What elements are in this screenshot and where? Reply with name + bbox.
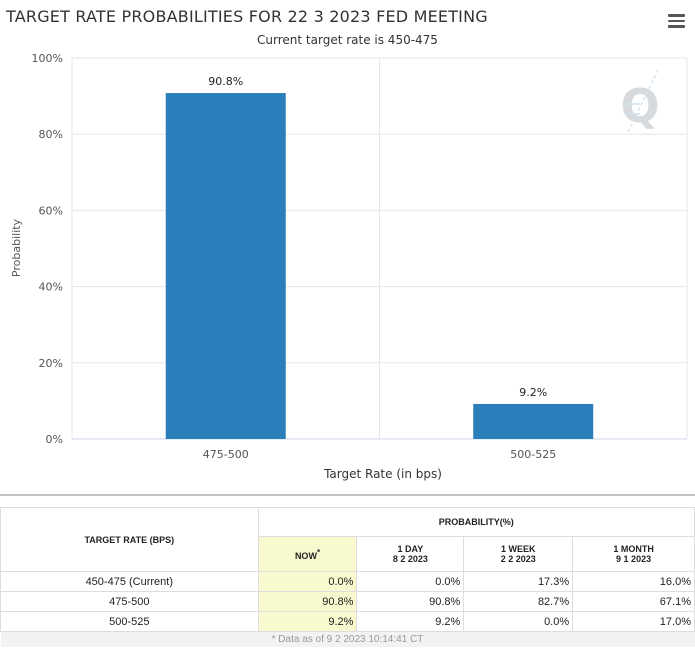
watermark-logo-icon: Q: [620, 69, 660, 133]
header-target-rate: TARGET RATE (BPS): [0, 507, 259, 572]
row-probability-cell: 9.2%: [257, 611, 358, 632]
table-header-row: TARGET RATE (BPS) PROBABILITY(%): [0, 507, 695, 572]
row-probability-cell: 82.7%: [463, 591, 574, 612]
row-probability-cell: 16.0%: [572, 571, 695, 592]
bar-chart: 0% 20% 40% 60% 80% 100% 475-500 500-525 90.8% 9.…: [10, 52, 688, 481]
x-tick-label: 475-500: [203, 448, 249, 461]
table-row: 475-500 90.8% 90.8% 82.7% 67.1%: [0, 591, 695, 612]
y-tick-label: 60%: [39, 204, 63, 217]
table-row: 450-475 (Current) 0.0% 0.0% 17.3% 16.0%: [0, 571, 695, 592]
subheader-now: NOW*: [257, 536, 358, 572]
row-probability-cell: 90.8%: [356, 591, 465, 612]
bar-475-500[interactable]: [165, 93, 286, 439]
row-probability-cell: 90.8%: [257, 591, 358, 612]
subheader-date: 2 2 2023: [500, 554, 536, 564]
y-tick-label: 0%: [46, 433, 63, 446]
row-probability-cell: 9.2%: [356, 611, 465, 632]
subheader-label: 1 MONTH: [613, 544, 654, 554]
asterisk-marker: *: [316, 547, 321, 557]
row-probability-cell: 0.0%: [463, 611, 574, 632]
subheader-col-1: 1 DAY 8 2 2023: [356, 536, 465, 572]
svg-text:Q: Q: [620, 79, 659, 133]
chart-title: TARGET RATE PROBABILITIES FOR 22 3 2023 …: [6, 7, 488, 26]
subheader-col-3: 1 MONTH 9 1 2023: [572, 536, 695, 572]
table-row: 500-525 9.2% 9.2% 0.0% 17.0%: [0, 611, 695, 632]
subheader-label: NOW: [294, 550, 317, 561]
y-tick-label: 20%: [39, 357, 63, 370]
y-tick-label: 100%: [32, 52, 63, 65]
y-tick-label: 80%: [39, 128, 63, 141]
subheader-date: 8 2 2023: [392, 554, 428, 564]
row-target-rate: 450-475 (Current): [0, 571, 259, 592]
row-probability-cell: 17.0%: [572, 611, 695, 632]
hamburger-menu-icon[interactable]: [668, 14, 685, 28]
subheader-date: 9 1 2023: [616, 554, 652, 564]
row-probability-cell: 0.0%: [257, 571, 358, 592]
y-axis-title: Probability: [10, 218, 23, 277]
section-divider: [0, 494, 695, 496]
data-timestamp-footnote: * Data as of 9 2 2023 10:14:41 CT: [0, 631, 695, 647]
header-probability: PROBABILITY(%): [257, 507, 695, 537]
bar-500-525[interactable]: [473, 403, 594, 439]
row-probability-cell: 67.1%: [572, 591, 695, 612]
subheader-label: 1 WEEK: [500, 544, 536, 554]
chart-subtitle: Current target rate is 450-475: [257, 33, 438, 47]
row-probability-cell: 0.0%: [356, 571, 465, 592]
probability-table: TARGET RATE (BPS) PROBABILITY(%) NOW* 1 D…: [0, 507, 695, 647]
bar-data-label: 9.2%: [519, 386, 547, 399]
row-probability-cell: 17.3%: [463, 571, 574, 592]
chart-container: TARGET RATE PROBABILITIES FOR 22 3 2023 …: [6, 7, 688, 481]
row-target-rate: 500-525: [0, 611, 259, 632]
x-axis-title: Target Rate (in bps): [323, 467, 442, 481]
subheader-label: 1 DAY: [397, 544, 424, 554]
x-tick-label: 500-525: [510, 448, 556, 461]
table-subheader-row: NOW* 1 DAY 8 2 2023 1 WEEK 2 2 2023 1 MONTH 9 …: [1, 536, 695, 572]
subheader-col-2: 1 WEEK 2 2 2023: [463, 536, 574, 572]
bar-data-label: 90.8%: [208, 75, 243, 88]
y-tick-label: 40%: [39, 281, 63, 294]
row-target-rate: 475-500: [0, 591, 259, 612]
